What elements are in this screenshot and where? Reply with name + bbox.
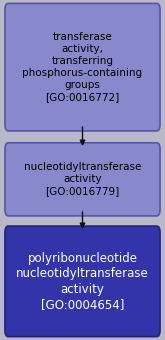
Text: nucleotidyltransferase
activity
[GO:0016779]: nucleotidyltransferase activity [GO:0016… [24,163,141,197]
Text: polyribonucleotide
nucleotidyltransferase
activity
[GO:0004654]: polyribonucleotide nucleotidyltransferas… [16,252,149,311]
FancyBboxPatch shape [5,226,160,337]
FancyBboxPatch shape [5,143,160,216]
FancyBboxPatch shape [5,3,160,131]
Text: transferase
activity,
transferring
phosphorus-containing
groups
[GO:0016772]: transferase activity, transferring phosp… [22,32,143,102]
